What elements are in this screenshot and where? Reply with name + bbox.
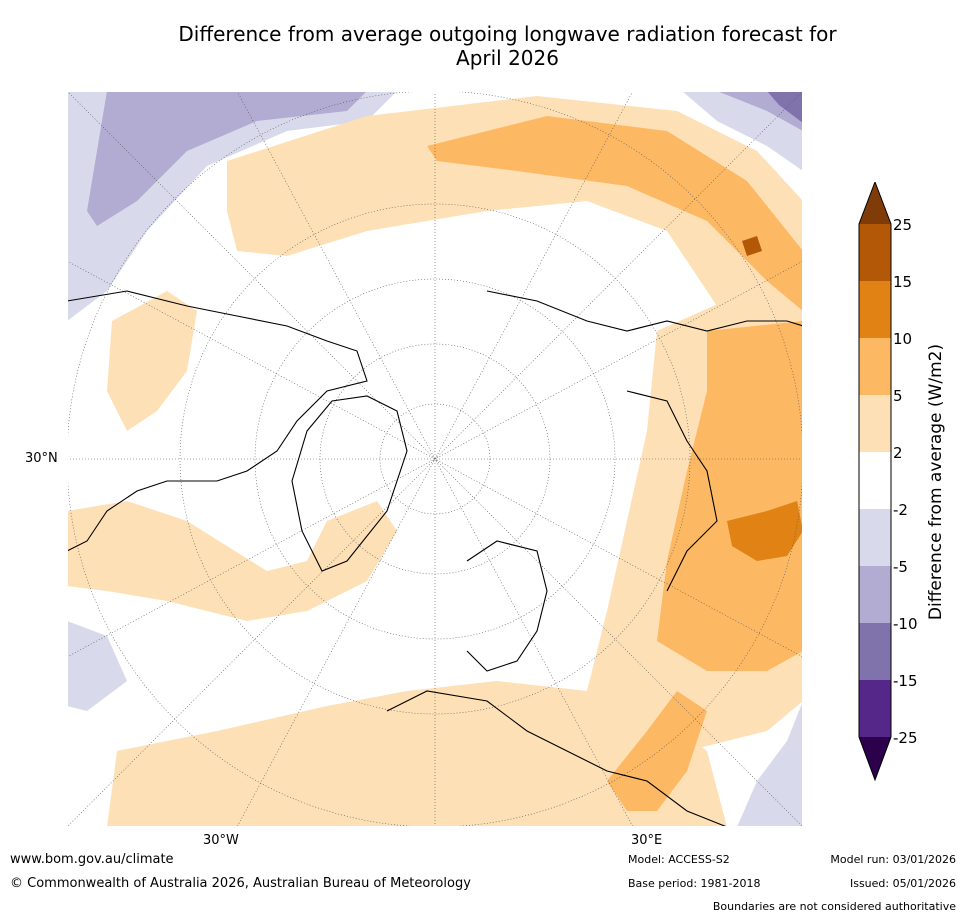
footer-url[interactable]: www.bom.gov.au/climate — [10, 852, 174, 867]
footer-model: Model: ACCESS-S2 — [628, 853, 730, 866]
tick-m10: -10 — [893, 615, 918, 633]
tick-10: 10 — [893, 330, 913, 348]
title-line-2: April 2026 — [456, 46, 559, 70]
anomaly-pos-atlantic — [67, 501, 397, 621]
title-line-1: Difference from average outgoing longwav… — [178, 22, 837, 46]
anomaly-neg-north-pacific — [87, 91, 367, 226]
tick-m25: -25 — [893, 729, 918, 747]
anomaly-pos-asia-peak — [742, 236, 762, 256]
anomaly-pos-north-america — [107, 291, 197, 431]
footer-disclaimer: Boundaries are not considered authoritat… — [712, 900, 956, 913]
siberia-coast — [486, 290, 803, 332]
lon-30e-label: 30°E — [631, 833, 663, 848]
tick-15: 15 — [893, 273, 913, 291]
greenland-coast — [291, 395, 408, 572]
asia-east-coast — [626, 390, 718, 592]
colorbar-10-15 — [859, 281, 891, 338]
tick-2: 2 — [893, 444, 903, 462]
tick-5: 5 — [893, 387, 903, 405]
footer-copyright: © Commonwealth of Australia 2026, Austra… — [10, 876, 471, 891]
europe-coast — [386, 690, 728, 827]
anomaly-neg-west-atlantic — [67, 621, 127, 711]
colorbar-5-10 — [859, 338, 891, 395]
anomaly-pos-north-pacific-core — [427, 116, 803, 311]
anomaly-pos-mediterranean — [107, 681, 727, 827]
map-title: Difference from average outgoing longwav… — [120, 22, 895, 70]
tick-25: 25 — [893, 216, 913, 234]
anomaly-neg-northeast-peak — [767, 91, 803, 123]
canada-coast — [67, 290, 368, 552]
colorbar-neutral — [859, 452, 891, 509]
anomaly-pos-middle-east-core — [607, 691, 707, 811]
anomaly-map — [67, 91, 803, 827]
coastlines — [67, 290, 803, 827]
colorbar-m25-m15 — [859, 680, 891, 737]
footer-base-period: Base period: 1981-2018 — [628, 877, 761, 890]
anomaly-pos-asia-core — [657, 321, 803, 671]
anomaly-neg-southeast — [737, 701, 803, 827]
tick-m5: -5 — [893, 558, 908, 576]
footer-model-run: Model run: 03/01/2026 — [830, 853, 956, 866]
colorbar — [858, 182, 892, 782]
lat-30n-label: 30°N — [25, 451, 58, 466]
tick-m2: -2 — [893, 501, 908, 519]
colorbar-15-25 — [859, 224, 891, 281]
scandinavia-coast — [466, 540, 548, 672]
anomaly-pos-asia-strong — [727, 501, 803, 561]
colorbar-m15-m10 — [859, 623, 891, 680]
colorbar-m5-m2 — [859, 509, 891, 566]
footer-issued: Issued: 05/01/2026 — [849, 877, 956, 890]
graticule — [67, 91, 803, 827]
tick-m15: -15 — [893, 672, 918, 690]
colorbar-2-5 — [859, 395, 891, 452]
colorbar-arrow-bottom — [859, 737, 891, 780]
colorbar-m10-m5 — [859, 566, 891, 623]
colorbar-arrow-top — [859, 182, 891, 224]
lon-30w-label: 30°W — [203, 833, 239, 848]
colorbar-title: Difference from average (W/m2) — [926, 343, 946, 621]
